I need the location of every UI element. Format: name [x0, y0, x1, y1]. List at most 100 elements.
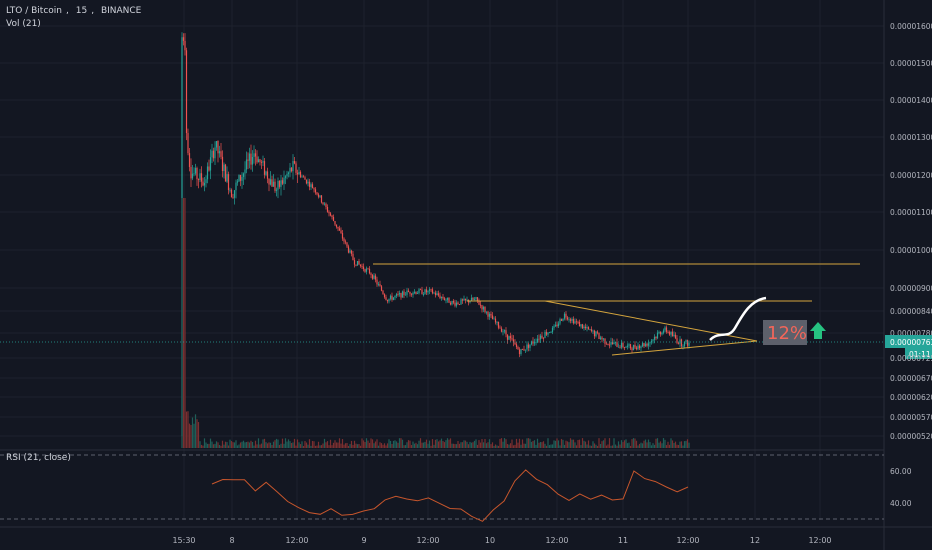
volume-bar [688, 442, 690, 448]
volume-bar [607, 444, 609, 448]
volume-bar [650, 445, 653, 448]
volume-bar [475, 439, 477, 448]
volume-bar [505, 439, 507, 448]
candle-body [380, 286, 383, 291]
candle-body [353, 260, 356, 265]
volume-bar [563, 444, 566, 448]
volume-bar [364, 441, 366, 448]
candle-body [581, 324, 584, 329]
candle-body [595, 331, 597, 337]
candle-body [596, 331, 599, 333]
volume-bar [676, 444, 678, 448]
volume-bar [473, 440, 476, 448]
candle-body [485, 311, 488, 313]
candle-body [622, 342, 624, 348]
volume-bar [407, 440, 410, 448]
volume-bar [299, 444, 302, 448]
volume-bar [577, 440, 579, 448]
volume-bar [644, 439, 647, 448]
volume-bar [305, 442, 308, 448]
volume-bar [469, 441, 471, 448]
candle-body [631, 348, 633, 351]
candle-body [550, 332, 552, 333]
candle-body [349, 250, 351, 253]
price-axis-tick: 0.00001400 [890, 96, 932, 105]
candle-body [229, 189, 231, 191]
volume-bar [533, 440, 536, 448]
volume-bar [532, 440, 534, 448]
candle-body [409, 291, 411, 294]
candle-body [646, 343, 648, 346]
candle-body [368, 268, 371, 274]
candle-body [313, 188, 315, 190]
candle-body [296, 172, 299, 175]
volume-bar [251, 441, 254, 448]
volume-bar [239, 442, 242, 448]
candle-body [262, 161, 264, 163]
volume-bar [271, 444, 273, 448]
candle-body [670, 331, 672, 335]
volume-bar [277, 439, 279, 448]
volume-bar [523, 443, 525, 448]
candle-body [206, 166, 209, 180]
price-axis-tick: 0.00000520 [890, 432, 932, 441]
volume-bar [575, 445, 578, 448]
volume-bar [595, 444, 597, 448]
volume-bar [611, 445, 614, 448]
candle-body [182, 37, 185, 41]
volume-bar [481, 439, 483, 448]
volume-bar [658, 442, 660, 448]
candle-body [628, 344, 630, 346]
volume-bar [365, 438, 368, 448]
candle-body [626, 345, 629, 347]
candle-body [223, 164, 225, 172]
candle-body [251, 156, 254, 165]
volume-bar [308, 439, 311, 448]
candle-body [412, 292, 414, 295]
volume-bar [406, 442, 408, 448]
price-axis-tick: 0.00001300 [890, 133, 932, 142]
candle-body [569, 319, 572, 321]
volume-bar [212, 444, 215, 448]
candle-body [190, 166, 192, 179]
volume-bar [184, 198, 186, 448]
candle-body [454, 302, 456, 306]
candle-body [523, 349, 525, 351]
candle-body [683, 341, 686, 347]
candle-body [248, 153, 251, 161]
volume-bar [598, 438, 600, 448]
candle-body [497, 321, 500, 328]
candle-body [410, 293, 413, 295]
candle-body [352, 253, 354, 261]
volume-bar [316, 445, 318, 448]
candle-body [379, 284, 381, 287]
candle-body [215, 141, 218, 148]
volume-bar [556, 438, 558, 448]
candle-body [416, 293, 419, 294]
candle-body [203, 183, 206, 186]
candle-body [472, 297, 474, 300]
candle-body [658, 332, 660, 333]
volume-bar [226, 442, 228, 448]
volume-bar [382, 444, 384, 448]
candle-body [388, 298, 390, 302]
candle-body [347, 246, 350, 253]
candle-body [460, 299, 462, 305]
volume-bar [608, 438, 611, 448]
candle-body [652, 339, 654, 341]
volume-bar [248, 442, 251, 448]
volume-bar [410, 445, 413, 448]
candle-body [359, 264, 362, 267]
candle-body [344, 241, 347, 243]
candle-body [517, 346, 519, 350]
candle-body [529, 344, 531, 348]
volume-bar [434, 439, 437, 448]
volume-bar [247, 441, 249, 448]
volume-bar [668, 444, 671, 448]
volume-bar [185, 411, 188, 448]
candle-body [577, 321, 579, 323]
volume-bar [370, 438, 372, 448]
candle-body [557, 323, 560, 327]
